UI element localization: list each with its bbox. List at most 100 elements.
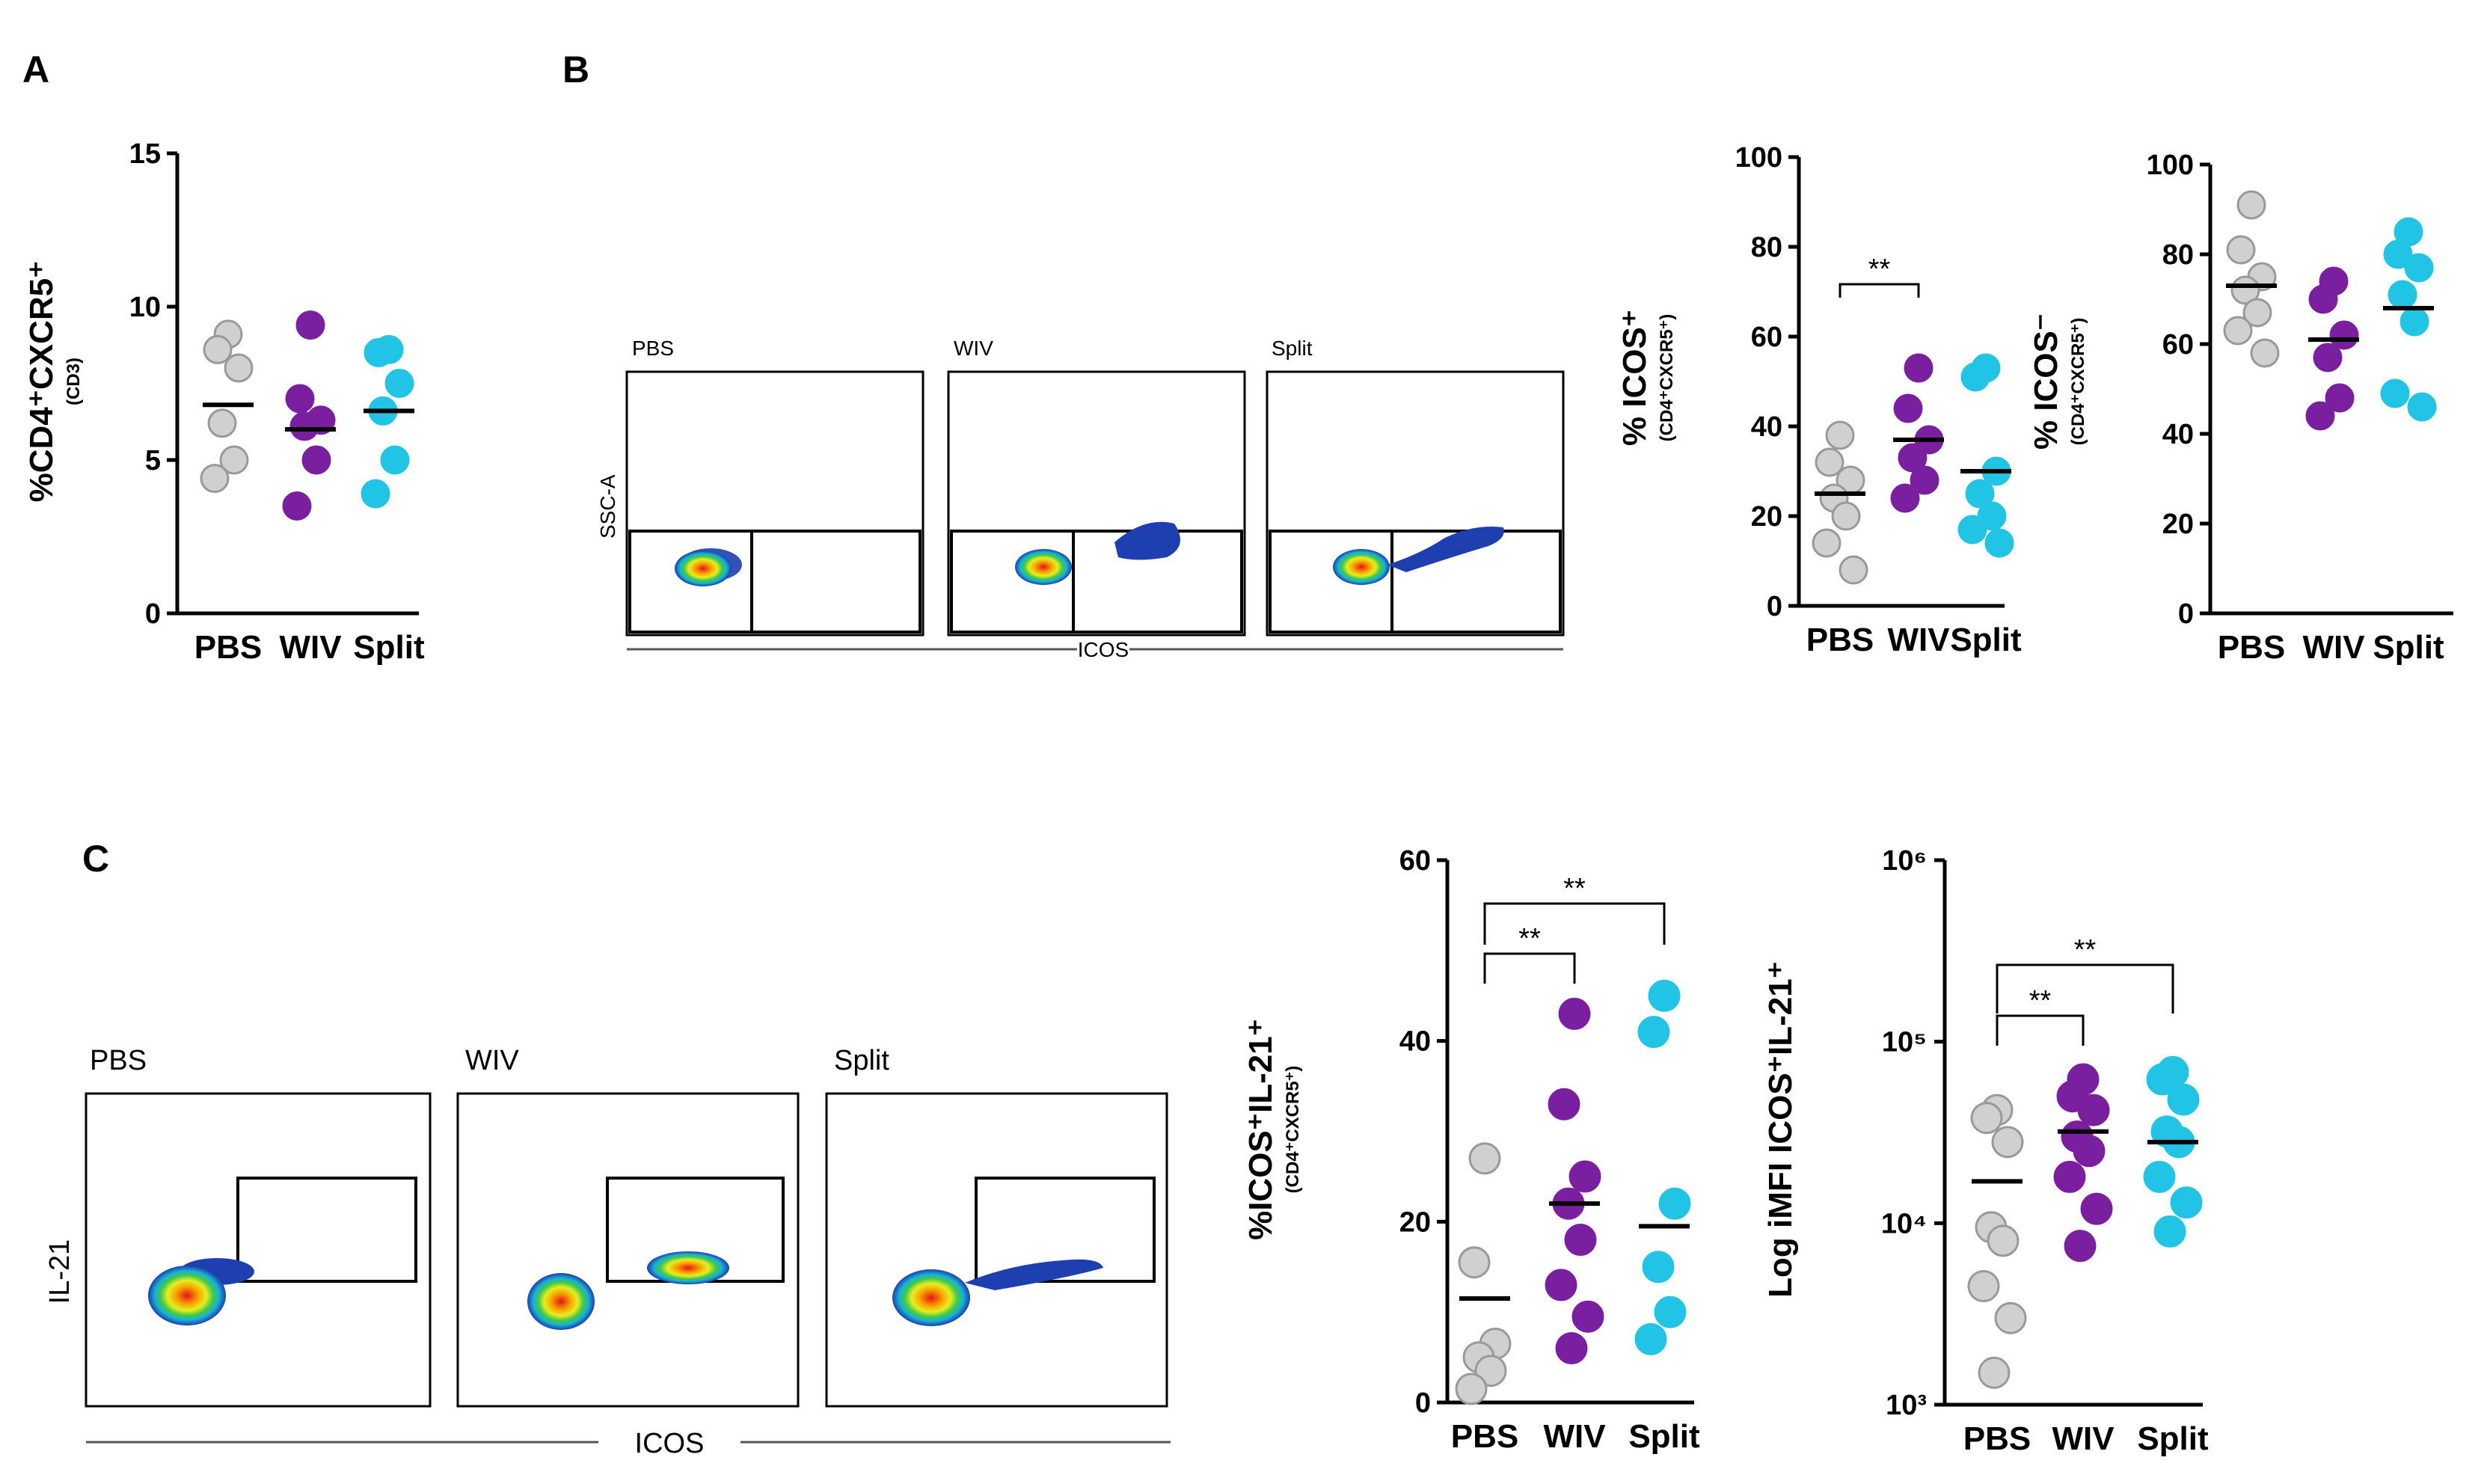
- b1-ytick-label: 80: [1751, 232, 1782, 263]
- c2-point-wiv: [2053, 1160, 2086, 1193]
- a-point-wiv: [289, 411, 319, 441]
- b1-point-pbs: [1812, 528, 1842, 558]
- c1-point-wiv: [1564, 1224, 1597, 1256]
- panel-letter-c: C: [82, 838, 109, 880]
- chart-c2: 10³ 10⁴ 10⁵ 10⁶ Log iMFI ICOS⁺IL-21⁺ PBS WIV Sp…: [1762, 845, 2209, 1457]
- b2-ytick-label: 60: [2162, 329, 2194, 361]
- c2-point-wiv: [2073, 1135, 2106, 1168]
- flow-c-xaxis-label: ICOS: [635, 1428, 705, 1459]
- flow-c-wiv-positive: [647, 1251, 729, 1284]
- b2-point-pbs: [2226, 235, 2256, 265]
- flow-c-split-tail: [965, 1259, 1103, 1290]
- a-point-split: [384, 369, 414, 398]
- c2-point-wiv: [2077, 1094, 2110, 1126]
- c2-ytick-label: 10⁶: [1882, 845, 1927, 877]
- b1-point-split: [1965, 479, 1995, 509]
- a-ytick-label: 15: [129, 138, 161, 170]
- c1-point-split: [1634, 1322, 1667, 1355]
- c2-ytick-label: 10⁵: [1882, 1027, 1927, 1058]
- b1-point-wiv: [1893, 393, 1923, 423]
- b2-point-pbs: [2250, 338, 2280, 368]
- flow-c-gate-split: [975, 1177, 1156, 1283]
- b2-point-split: [2380, 378, 2410, 408]
- flow-c-label-split: Split: [834, 1045, 889, 1076]
- flow-b-plot-wiv: [947, 370, 1246, 637]
- b1-point-pbs: [1831, 501, 1861, 531]
- a-point-split: [364, 338, 393, 367]
- c2-sig-label: **: [2074, 934, 2097, 966]
- c1-point-wiv: [1571, 1300, 1604, 1333]
- b2-ylabel: % ICOS⁻: [2028, 313, 2064, 450]
- c1-ytick-label: 40: [1399, 1026, 1431, 1058]
- flow-c-wiv-cluster: [527, 1273, 595, 1330]
- c2-point-pbs: [1970, 1102, 2003, 1135]
- flow-b-gate-pbs: [628, 530, 922, 634]
- b2-point-pbs: [2223, 316, 2253, 346]
- c1-xtick-label: PBS: [1451, 1418, 1518, 1455]
- c2-point-pbs: [1987, 1224, 2020, 1257]
- flow-c: PBS WIV Split IL-21 ICOS: [44, 1045, 1171, 1459]
- c1-sig-label: **: [1518, 923, 1541, 954]
- b1-sig-bracket: [1839, 283, 1920, 298]
- a-ylabel: %CD4⁺CXCR5⁺: [23, 261, 60, 503]
- b2-point-wiv: [2308, 284, 2338, 314]
- b1-ytick-label: 60: [1751, 322, 1782, 353]
- c1-point-split: [1648, 979, 1681, 1012]
- c1-sig-bracket: [1483, 952, 1576, 984]
- b2-ytick-label: 100: [2147, 150, 2194, 181]
- c2-sig-bracket: [1996, 1014, 2085, 1046]
- b2-ytick-label: 80: [2162, 239, 2194, 271]
- a-xtick-label: Split: [353, 629, 425, 666]
- flow-c-split-cluster: [892, 1269, 970, 1326]
- b1-point-split: [1960, 362, 1990, 392]
- flow-c-pbs-cluster: [148, 1266, 226, 1325]
- c2-xtick-label: PBS: [1963, 1420, 2031, 1457]
- flow-b-plot-pbs: [625, 370, 924, 637]
- c2-sig-label: **: [2029, 985, 2052, 1017]
- b1-ytick-label: 100: [1735, 142, 1782, 174]
- b2-point-pbs: [2236, 190, 2266, 220]
- c1-point-wiv: [1568, 1160, 1601, 1193]
- b1-ylabel: % ICOS⁺: [1616, 310, 1653, 446]
- c2-sig-bracket: [1996, 963, 2174, 1014]
- c2-xtick-label: Split: [2137, 1420, 2209, 1457]
- flow-b-split-positive: [1387, 527, 1504, 572]
- a-ytick-label: 10: [129, 292, 161, 323]
- a-point-pbs: [224, 353, 254, 383]
- flow-c-yaxis-label: IL-21: [44, 1239, 76, 1304]
- b2-xtick-label: WIV: [2302, 629, 2365, 666]
- b2-ytick-label: 20: [2162, 509, 2194, 540]
- flow-c-plot-pbs: [85, 1092, 432, 1408]
- c1-point-pbs: [1468, 1142, 1501, 1175]
- a-point-pbs: [203, 334, 233, 364]
- b2-point-wiv: [2325, 383, 2355, 413]
- b1-ytick-label: 40: [1751, 411, 1782, 443]
- c1-point-wiv: [1558, 997, 1591, 1030]
- c2-point-wiv: [2080, 1192, 2113, 1225]
- flow-b-plot-split: [1266, 370, 1565, 637]
- chart-b2: 0 20 40 60 80 100 % ICOS⁻ (CD4⁺CXCR5⁺) PBS WIV Spl…: [2028, 150, 2453, 666]
- a-point-wiv: [295, 310, 325, 340]
- c2-ytick-label: 10⁴: [1881, 1208, 1927, 1239]
- flow-c-plot-wiv: [456, 1092, 800, 1408]
- b2-xtick-label: Split: [2373, 629, 2444, 666]
- b2-point-wiv: [2329, 320, 2359, 350]
- c2-ytick-label: 10³: [1886, 1390, 1927, 1421]
- b2-point-wiv: [2305, 401, 2335, 431]
- flow-b-label-pbs: PBS: [632, 337, 674, 360]
- b2-point-split: [2399, 307, 2429, 337]
- c1-point-wiv: [1548, 1088, 1580, 1120]
- flow-b-wiv-cluster: [1015, 549, 1072, 585]
- a-xtick-label: WIV: [279, 629, 342, 666]
- b2-xtick-label: PBS: [2218, 629, 2285, 666]
- c2-point-split: [2146, 1063, 2179, 1096]
- flow-b-label-split: Split: [1272, 337, 1313, 360]
- flow-b: PBS WIV Split SSC-A ICOS: [596, 337, 1565, 661]
- b2-point-split: [2407, 392, 2437, 422]
- chart-c1: 0 20 40 60 %ICOS⁺IL-21⁺ (CD4⁺CXCR5⁺) PBS WIV Spl…: [1242, 845, 1700, 1455]
- c1-ylabel: %ICOS⁺IL-21⁺: [1242, 1019, 1279, 1240]
- c1-point-pbs: [1455, 1373, 1488, 1405]
- chart-a: 0 5 10 15 %CD4⁺CXCR5⁺ (CD3) PBS WIV Split: [23, 138, 425, 666]
